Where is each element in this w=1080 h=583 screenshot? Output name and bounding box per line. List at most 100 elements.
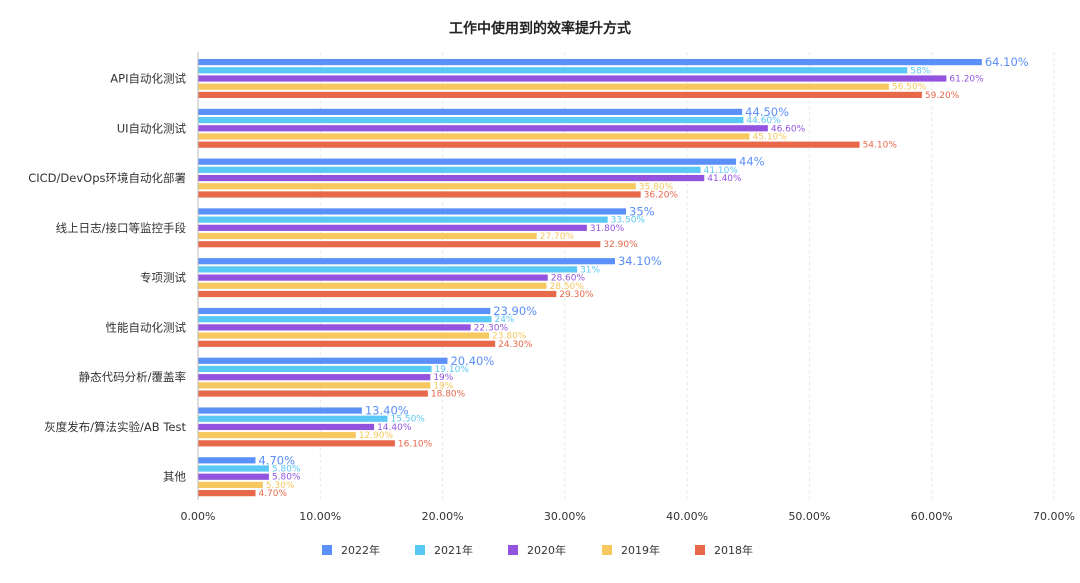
data-label: 13.40% xyxy=(365,404,409,418)
bar xyxy=(198,266,578,273)
bar xyxy=(198,258,615,265)
data-label: 28.50% xyxy=(550,282,585,292)
legend-swatch xyxy=(602,545,612,555)
bar xyxy=(198,67,908,74)
bar xyxy=(198,174,705,182)
bar xyxy=(198,274,548,281)
data-label: 36.20% xyxy=(644,190,679,200)
category-label: UI自动化测试 xyxy=(117,121,187,135)
bar xyxy=(198,108,743,115)
data-label: 19% xyxy=(433,381,453,391)
category-label: 线上日志/接口等监控手段 xyxy=(56,221,187,235)
bar xyxy=(198,241,601,248)
category-label: 静态代码分析/覆盖率 xyxy=(79,370,186,384)
category-label: 其他 xyxy=(163,470,186,484)
data-label: 19.10% xyxy=(435,365,470,375)
x-tick-label: 30.00% xyxy=(544,510,586,523)
bar xyxy=(198,216,608,223)
bar xyxy=(198,457,256,464)
bar xyxy=(198,158,737,165)
bar xyxy=(198,432,356,439)
data-label: 58% xyxy=(910,66,930,76)
legend-swatch xyxy=(695,545,705,555)
bar xyxy=(198,224,587,231)
data-label: 32.90% xyxy=(603,240,638,250)
legend: 2022年 2021年 2020年 2019年 2018年 xyxy=(322,543,753,557)
category-label: 灰度发布/算法实验/AB Test xyxy=(44,420,186,434)
bar xyxy=(198,415,388,422)
data-label: 41.10% xyxy=(704,166,739,176)
bar xyxy=(198,490,256,497)
bar xyxy=(198,290,557,298)
data-label: 44.50% xyxy=(745,105,789,119)
data-label: 19% xyxy=(433,373,453,383)
data-label: 4.70% xyxy=(258,489,287,499)
bar xyxy=(198,390,428,397)
data-label: 46.60% xyxy=(771,124,806,134)
data-label: 64.10% xyxy=(985,55,1029,69)
data-label: 12.90% xyxy=(359,431,394,441)
legend-label: 2018年 xyxy=(714,543,753,557)
data-label: 15.50% xyxy=(391,415,426,425)
bar xyxy=(198,75,947,82)
bar xyxy=(198,307,491,315)
data-label: 41.40% xyxy=(707,174,742,184)
data-label: 35.80% xyxy=(639,182,674,192)
data-label: 61.20% xyxy=(949,75,984,85)
data-label: 56.50% xyxy=(892,83,927,93)
data-label: 24% xyxy=(494,315,514,325)
bar xyxy=(198,232,537,240)
data-label: 5.80% xyxy=(272,465,301,475)
category-label: 性能自动化测试 xyxy=(106,320,187,334)
bar xyxy=(198,83,889,90)
data-label: 5.80% xyxy=(272,473,301,483)
bar xyxy=(198,332,490,339)
bar xyxy=(198,166,701,173)
legend-swatch xyxy=(508,545,518,555)
data-label: 5.30% xyxy=(266,481,295,491)
data-label: 20.40% xyxy=(450,354,494,368)
data-label: 28.60% xyxy=(551,274,586,284)
x-tick-label: 70.00% xyxy=(1033,510,1075,523)
bar xyxy=(198,282,547,289)
data-label: 44.60% xyxy=(746,116,781,126)
data-label: 35% xyxy=(629,204,655,218)
bar xyxy=(198,183,636,190)
legend-label: 2020年 xyxy=(527,543,566,557)
category-label: 专项测试 xyxy=(140,271,186,285)
data-label: 44% xyxy=(739,155,765,169)
data-label: 18.80% xyxy=(431,390,466,400)
data-label: 14.40% xyxy=(377,423,412,433)
bar xyxy=(198,324,471,331)
legend-swatch xyxy=(322,545,332,555)
x-tick-label: 0.00% xyxy=(181,510,216,523)
bar xyxy=(198,59,982,66)
bar xyxy=(198,365,432,373)
bar xyxy=(198,407,362,414)
data-label: 29.30% xyxy=(559,290,594,300)
data-label: 4.70% xyxy=(258,453,295,467)
data-label: 33.50% xyxy=(611,216,646,226)
bar xyxy=(198,125,768,132)
bar xyxy=(198,473,269,480)
x-tick-label: 40.00% xyxy=(666,510,708,523)
bar xyxy=(198,340,496,347)
data-label: 31.80% xyxy=(590,224,625,234)
bar xyxy=(198,465,269,472)
x-tick-label: 10.00% xyxy=(299,510,341,523)
data-label: 23.90% xyxy=(493,304,537,318)
bar xyxy=(198,382,431,389)
data-label: 54.10% xyxy=(863,141,898,151)
category-label: CICD/DevOps环境自动化部署 xyxy=(28,171,186,185)
legend-swatch xyxy=(415,545,425,555)
bar xyxy=(198,481,263,489)
data-label: 34.10% xyxy=(618,254,662,268)
bar xyxy=(198,91,922,98)
data-label: 16.10% xyxy=(398,439,433,449)
bar xyxy=(198,133,750,140)
bar xyxy=(198,374,431,381)
bar xyxy=(198,357,448,364)
category-label: API自动化测试 xyxy=(110,72,186,86)
data-label: 24.30% xyxy=(498,340,533,350)
